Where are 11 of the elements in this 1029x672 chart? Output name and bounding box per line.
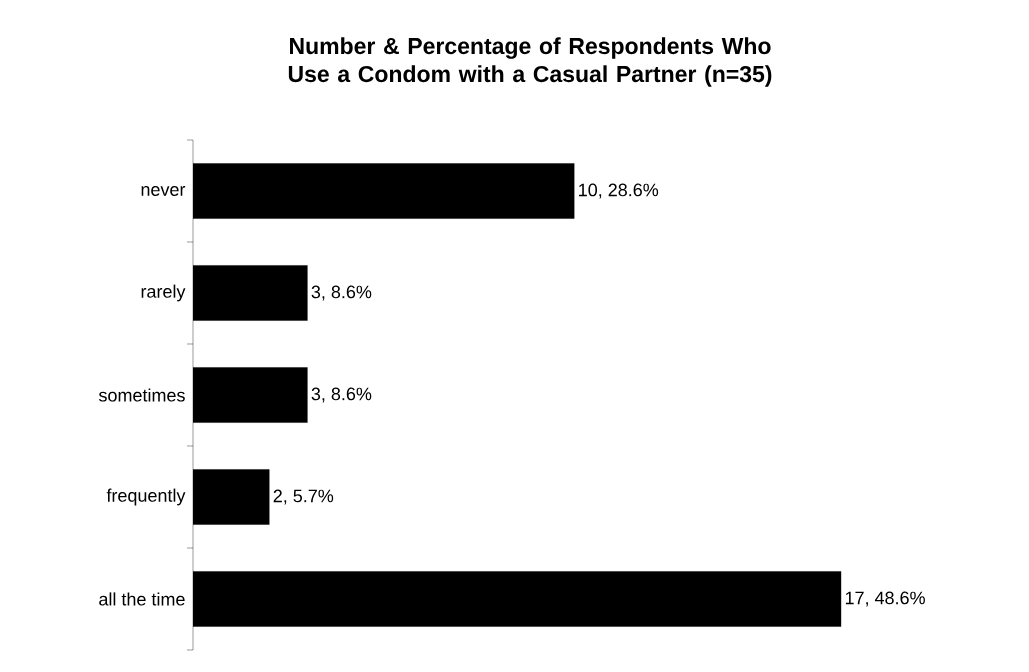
data-label: 17, 48.6%	[845, 591, 925, 607]
y-tick-label: all the time	[99, 592, 185, 606]
y-tick-label: never	[141, 186, 186, 196]
y-tick-label: frequently	[106, 488, 186, 506]
data-label: 3, 8.6%	[311, 387, 372, 403]
data-label: 10, 28.6%	[579, 183, 659, 199]
y-tick-label: sometimes	[98, 388, 185, 402]
chart-title: Number & Percentage of Respondents Who Use a Condom with a Casual Partner (n=35)	[288, 37, 772, 87]
data-label: 3, 8.6%	[311, 285, 372, 301]
y-tick-label: rarely	[141, 284, 186, 302]
data-label: 2, 5.7%	[273, 489, 334, 505]
